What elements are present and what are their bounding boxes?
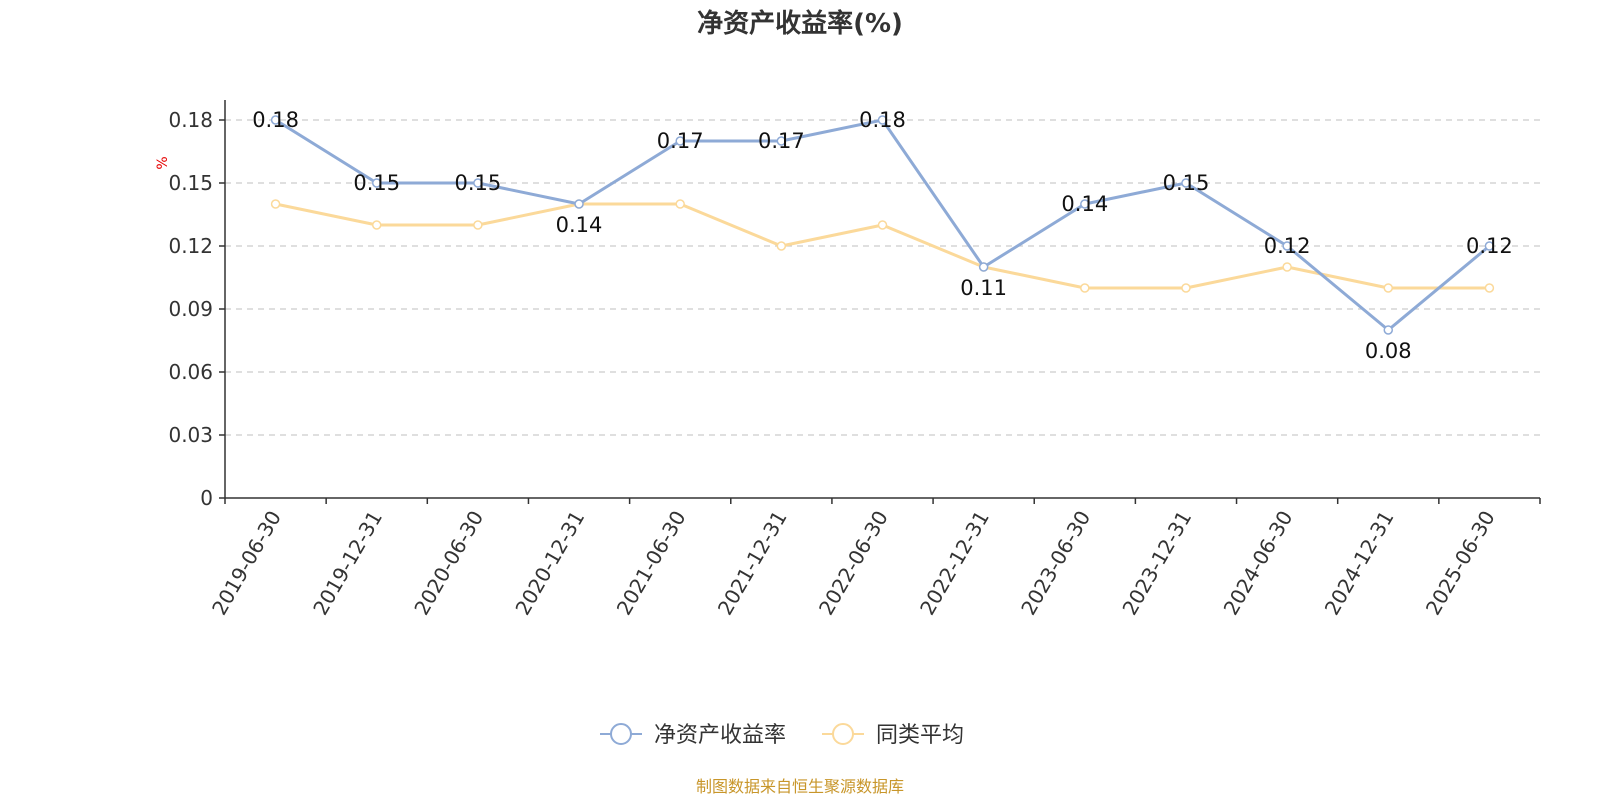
legend-label: 同类平均 — [876, 723, 964, 748]
data-label: 0.08 — [1365, 339, 1412, 363]
legend-item-1[interactable]: 同类平均 — [822, 723, 964, 748]
legend-marker — [610, 723, 632, 745]
x-tick-label: 2023-06-30 — [1016, 507, 1095, 620]
data-label: 0.14 — [556, 213, 603, 237]
y-tick-label: 0.15 — [168, 171, 213, 195]
series-point-1[interactable] — [270, 199, 281, 209]
y-tick-label: 0.03 — [168, 423, 213, 447]
x-tick-label: 2024-12-31 — [1320, 507, 1399, 620]
x-tick-label: 2022-12-31 — [915, 506, 994, 619]
legend-label: 净资产收益率 — [654, 723, 786, 748]
series-point-1[interactable] — [776, 241, 787, 251]
series-point-1[interactable] — [473, 220, 483, 230]
series-point-1[interactable] — [877, 220, 888, 230]
data-label: 0.15 — [353, 171, 400, 195]
data-labels: 0.18 0.15 0.15 0.14 0.17 0.17 0.18 0.11 0.14 0.15… — [252, 108, 1513, 363]
series-point-0[interactable] — [270, 115, 281, 125]
data-label: 0.17 — [657, 129, 704, 153]
data-label: 0.17 — [758, 129, 805, 153]
series-point-1[interactable] — [675, 199, 685, 209]
x-tick-label: 2021-06-30 — [612, 507, 691, 620]
data-label: 0.12 — [1466, 234, 1513, 258]
series-point-0[interactable] — [371, 178, 382, 188]
y-tick-label: 0.18 — [168, 108, 213, 132]
x-tick-label: 2020-06-30 — [409, 507, 488, 620]
legend-marker — [832, 723, 854, 745]
x-tick-label: 2023-12-31 — [1117, 507, 1196, 620]
y-tick-label: 0.06 — [168, 360, 213, 384]
series-point-0[interactable] — [978, 262, 989, 272]
y-tick-label: 0.12 — [168, 234, 213, 258]
data-label: 0.18 — [859, 108, 906, 132]
x-tick-label: 2019-06-30 — [207, 507, 286, 620]
series-point-1[interactable] — [1181, 283, 1191, 293]
data-label: 0.18 — [252, 108, 299, 132]
series-layer — [270, 115, 1495, 335]
data-label: 0.12 — [1264, 234, 1311, 258]
data-source-note: 制图数据来自恒生聚源数据库 — [696, 777, 904, 796]
x-tick-label: 2024-06-30 — [1219, 507, 1298, 620]
series-point-0[interactable] — [1484, 241, 1495, 251]
data-label: 0.11 — [960, 276, 1007, 300]
y-tick-label: 0 — [200, 486, 213, 510]
series-point-0[interactable] — [675, 136, 685, 146]
data-label: 0.15 — [455, 171, 502, 195]
y-axis-unit: % — [155, 156, 171, 169]
x-tick-label: 2025-06-30 — [1421, 507, 1500, 620]
series-point-0[interactable] — [776, 136, 787, 146]
x-tick-label: 2020-12-31 — [510, 507, 589, 620]
y-tick-label: 0.09 — [168, 297, 213, 321]
series-point-1[interactable] — [1383, 283, 1394, 293]
series-point-1[interactable] — [1484, 283, 1495, 293]
series-point-1[interactable] — [1282, 262, 1292, 272]
x-tick-label: 2021-12-31 — [713, 507, 792, 620]
series-point-1[interactable] — [371, 220, 382, 230]
chart-title: 净资产收益率(%) — [697, 8, 903, 39]
series-point-0[interactable] — [574, 199, 584, 209]
legend-item-0[interactable]: 净资产收益率 — [600, 723, 786, 748]
series-point-1[interactable] — [1080, 283, 1090, 293]
x-tick-label: 2022-06-30 — [814, 507, 893, 620]
series-point-0[interactable] — [1080, 199, 1090, 209]
legend[interactable]: 净资产收益率 同类平均 — [600, 723, 964, 748]
series-point-0[interactable] — [1383, 325, 1394, 335]
series-point-0[interactable] — [1181, 178, 1191, 188]
data-label: 0.15 — [1163, 171, 1210, 195]
data-label: 0.14 — [1061, 192, 1108, 216]
series-point-0[interactable] — [877, 115, 888, 125]
series-point-0[interactable] — [1282, 241, 1292, 251]
series-point-0[interactable] — [473, 178, 483, 188]
x-tick-label: 2019-12-31 — [308, 507, 387, 620]
